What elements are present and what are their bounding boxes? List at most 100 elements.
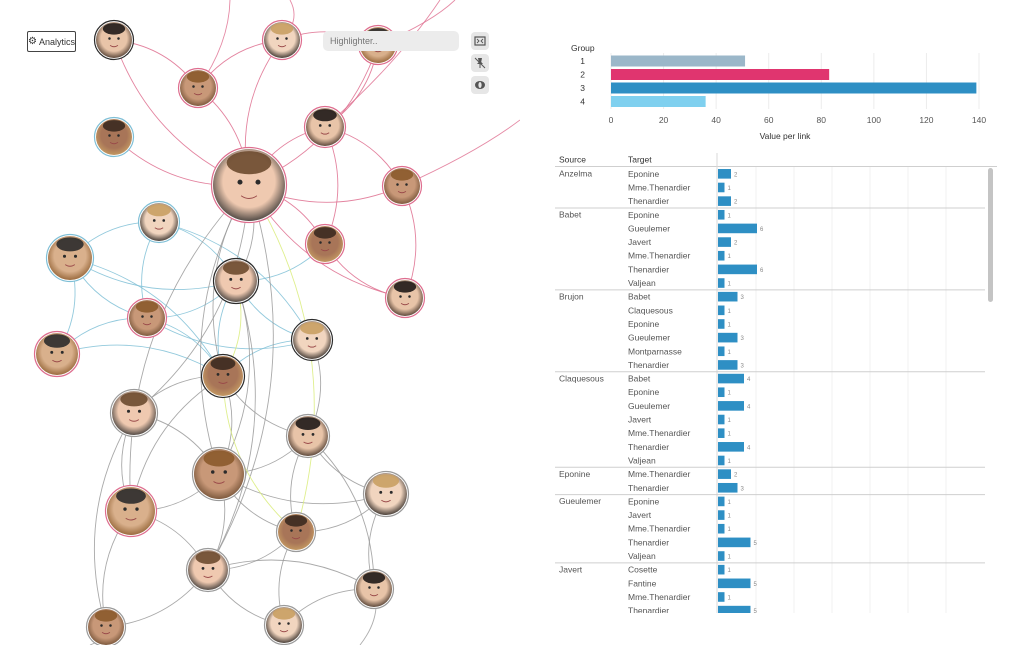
avatar-mouth — [277, 45, 287, 48]
graph-node[interactable] — [45, 233, 95, 283]
graph-node[interactable] — [263, 604, 305, 645]
graph-node[interactable] — [384, 277, 426, 319]
table-bar[interactable] — [718, 537, 751, 548]
avatar-mouth — [303, 441, 313, 444]
graph-node[interactable] — [303, 105, 347, 149]
table-bar[interactable] — [718, 401, 744, 411]
highlighter-input[interactable] — [323, 31, 459, 51]
avatar-eye — [287, 622, 290, 625]
table-bar-value: 1 — [728, 282, 732, 288]
bar-group-2[interactable] — [611, 69, 830, 80]
bar-group-1[interactable] — [611, 55, 746, 67]
target-label: Thenardier — [628, 264, 669, 274]
target-label: Eponine — [628, 169, 659, 179]
table-bar[interactable] — [718, 209, 725, 220]
x-tick-label: 100 — [867, 115, 881, 125]
table-bar[interactable] — [718, 182, 725, 193]
table-bar[interactable] — [718, 510, 725, 520]
source-label: Javert — [559, 564, 583, 574]
table-bar[interactable] — [718, 278, 725, 288]
avatar-mouth — [231, 286, 241, 290]
avatar-hair — [272, 608, 296, 620]
table-bar[interactable] — [718, 496, 725, 507]
graph-node[interactable] — [261, 19, 303, 61]
table-bar[interactable] — [718, 551, 725, 561]
table-bar[interactable] — [718, 291, 738, 302]
table-bar-value: 1 — [728, 418, 732, 424]
graph-node[interactable] — [185, 547, 231, 593]
table-bar[interactable] — [718, 469, 731, 479]
pin-button[interactable] — [471, 54, 489, 72]
fit-screen-button[interactable] — [471, 32, 489, 50]
graph-node[interactable] — [353, 568, 395, 610]
graph-node[interactable] — [212, 257, 260, 305]
avatar-hair — [43, 334, 71, 348]
target-label: Gueulemer — [628, 223, 670, 233]
target-label: Valjean — [628, 455, 656, 465]
table-bar[interactable] — [718, 592, 725, 602]
table-bar[interactable] — [718, 564, 725, 575]
target-label: Valjean — [628, 551, 656, 561]
avatar-eye — [276, 37, 279, 40]
table-bar[interactable] — [718, 455, 725, 466]
links-table: Source Target Anzelma Eponine 2 Mme.Thenardie… — [555, 153, 997, 613]
table-bar[interactable] — [718, 442, 744, 452]
analytics-button[interactable]: ⚙ Analytics — [27, 31, 76, 52]
table-bar[interactable] — [718, 360, 738, 370]
table-scroll-thumb[interactable] — [988, 168, 993, 302]
graph-node[interactable] — [381, 165, 423, 207]
table-bar[interactable] — [718, 387, 725, 398]
table-bar[interactable] — [718, 250, 725, 261]
target-label: Thenardier — [628, 360, 669, 370]
graph-node[interactable] — [200, 353, 246, 399]
table-bar[interactable] — [718, 196, 731, 206]
graph-node[interactable] — [210, 146, 288, 224]
graph-node[interactable] — [104, 484, 158, 538]
graph-node[interactable] — [93, 116, 135, 158]
graph-node[interactable] — [191, 446, 247, 502]
reset-button[interactable] — [471, 76, 489, 94]
table-bar[interactable] — [718, 482, 738, 493]
network-svg[interactable] — [0, 0, 520, 645]
target-label: Mme.Thenardier — [628, 428, 691, 438]
table-bar[interactable] — [718, 332, 738, 343]
target-label: Thenardier — [628, 196, 669, 206]
avatar-hair — [313, 227, 337, 239]
network-graph[interactable] — [0, 0, 520, 645]
graph-node[interactable] — [109, 388, 159, 438]
table-bar[interactable] — [718, 264, 757, 275]
table-bar[interactable] — [718, 346, 725, 357]
table-bar-value: 1 — [728, 514, 732, 520]
table-bar[interactable] — [718, 169, 731, 179]
target-label: Babet — [628, 292, 651, 302]
avatar-eye — [399, 295, 402, 298]
graph-node[interactable] — [275, 511, 317, 553]
avatar-hair — [94, 610, 118, 622]
graph-node[interactable] — [93, 19, 135, 61]
graph-node[interactable] — [290, 318, 334, 362]
table-bar[interactable] — [718, 237, 731, 247]
category-label: 1 — [580, 56, 585, 66]
bar-group-3[interactable] — [611, 82, 977, 94]
table-bar[interactable] — [718, 414, 725, 425]
graph-node[interactable] — [362, 470, 410, 518]
table-bar[interactable] — [718, 305, 725, 316]
graph-node[interactable] — [304, 223, 346, 265]
table-bar[interactable] — [718, 223, 757, 234]
table-bar[interactable] — [718, 523, 725, 534]
graph-node[interactable] — [285, 413, 331, 459]
graph-node[interactable] — [33, 330, 81, 378]
graph-node[interactable] — [85, 606, 127, 645]
table-bar[interactable] — [718, 605, 751, 613]
table-bar[interactable] — [718, 578, 751, 589]
table-bar[interactable] — [718, 373, 744, 384]
graph-node[interactable] — [177, 67, 219, 109]
avatar-mouth — [291, 537, 301, 540]
table-bar[interactable] — [718, 428, 725, 438]
graph-node[interactable] — [126, 297, 168, 339]
bar-group-4[interactable] — [611, 96, 706, 107]
graph-node[interactable] — [137, 200, 181, 244]
table-bar[interactable] — [718, 319, 725, 329]
x-tick-label: 120 — [919, 115, 933, 125]
table-bar-value: 1 — [728, 309, 732, 315]
